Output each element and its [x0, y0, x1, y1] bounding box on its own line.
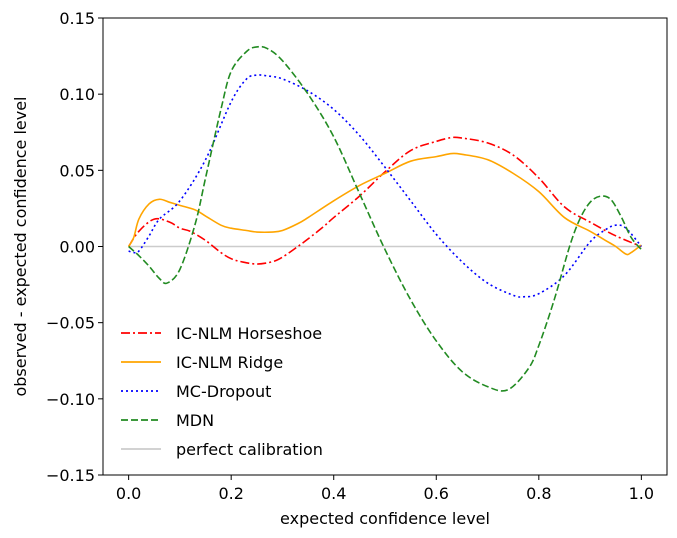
legend-item: MC-Dropout: [121, 382, 271, 401]
x-tick-label: 0.4: [321, 484, 346, 503]
legend-item: perfect calibration: [121, 440, 323, 459]
series-line-mdn: [128, 45, 642, 392]
legend-label: IC-NLM Horseshoe: [176, 324, 322, 343]
series-layer: [127, 45, 642, 392]
legend-label: MC-Dropout: [176, 382, 271, 401]
legend-label: MDN: [176, 411, 214, 430]
x-tick-label: 0.0: [116, 484, 141, 503]
y-tick-label: −0.15: [46, 466, 95, 485]
x-axis-label: expected confidence level: [280, 509, 490, 528]
y-axis: −0.15 −0.10 −0.05 0.00 0.05 0.10 0.15: [46, 9, 103, 485]
legend-item: IC-NLM Horseshoe: [121, 324, 322, 343]
legend-item: MDN: [121, 411, 214, 430]
y-tick-label: 0.05: [59, 161, 95, 180]
legend: IC-NLM Horseshoe IC-NLM Ridge MC-Dropout MD…: [121, 324, 323, 459]
legend-label: IC-NLM Ridge: [176, 353, 283, 372]
y-tick-label: 0.00: [59, 238, 95, 257]
x-tick-label: 0.8: [526, 484, 551, 503]
y-tick-label: 0.15: [59, 9, 95, 28]
y-tick-label: −0.05: [46, 314, 95, 333]
x-axis: 0.0 0.2 0.4 0.6 0.8 1.0: [116, 475, 654, 503]
series-line-ic-nlm-horseshoe: [127, 136, 642, 265]
series-line-mc-dropout: [128, 74, 642, 298]
x-tick-label: 0.6: [424, 484, 449, 503]
x-tick-label: 0.2: [218, 484, 243, 503]
legend-label: perfect calibration: [176, 440, 323, 459]
y-tick-label: 0.10: [59, 85, 95, 104]
x-tick-label: 1.0: [629, 484, 654, 503]
y-tick-label: −0.10: [46, 390, 95, 409]
y-axis-label: observed - expected confidence level: [11, 96, 30, 396]
series-line-ic-nlm-ridge: [127, 152, 642, 256]
legend-item: IC-NLM Ridge: [121, 353, 283, 372]
